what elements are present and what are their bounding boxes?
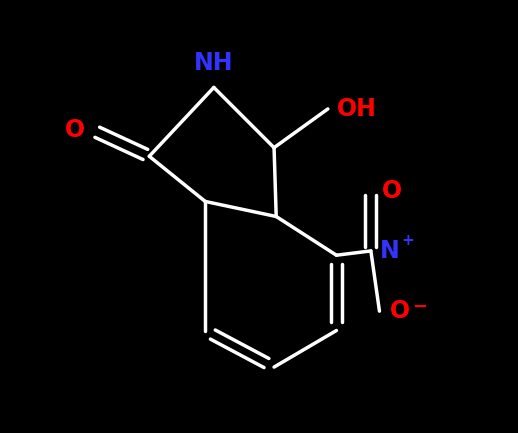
Text: +: + [402, 233, 414, 248]
Text: OH: OH [336, 97, 376, 121]
Text: −: − [412, 298, 427, 316]
Text: O: O [382, 179, 402, 203]
Text: NH: NH [194, 51, 234, 74]
Text: N: N [380, 239, 399, 263]
Text: O: O [390, 299, 410, 323]
Text: O: O [65, 119, 85, 142]
